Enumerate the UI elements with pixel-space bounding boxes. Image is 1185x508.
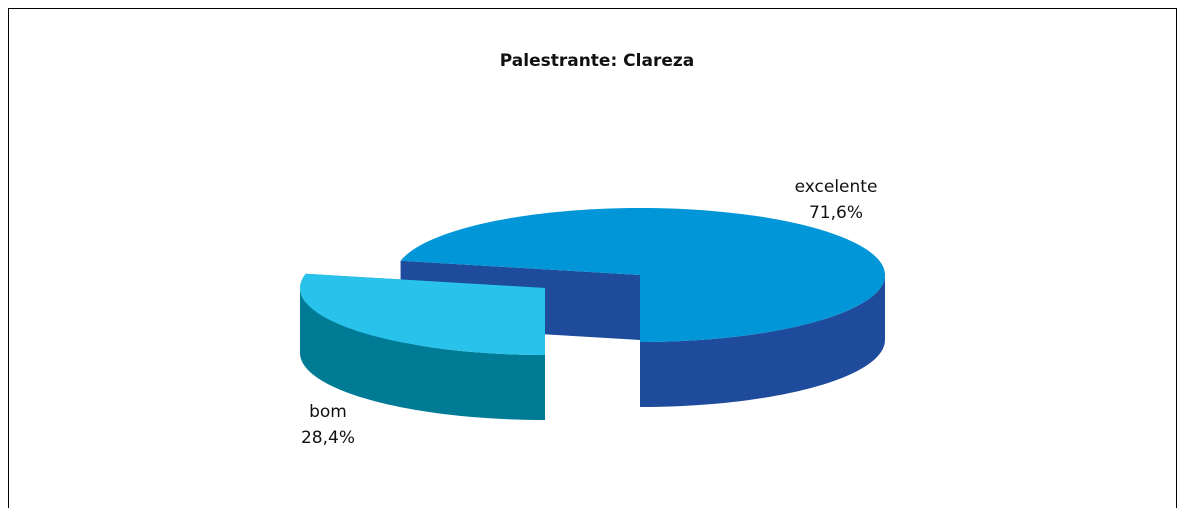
value-label: 71,6% <box>809 203 863 223</box>
chart-title: Palestrante: Clareza <box>500 51 694 71</box>
slice-side <box>640 275 885 407</box>
category-label: bom <box>309 402 347 422</box>
slice-top <box>300 273 545 355</box>
slice-side <box>300 288 545 420</box>
category-label: excelente <box>795 177 878 197</box>
value-label: 28,4% <box>301 428 355 448</box>
slice-top <box>400 208 885 342</box>
frame <box>8 8 1177 508</box>
